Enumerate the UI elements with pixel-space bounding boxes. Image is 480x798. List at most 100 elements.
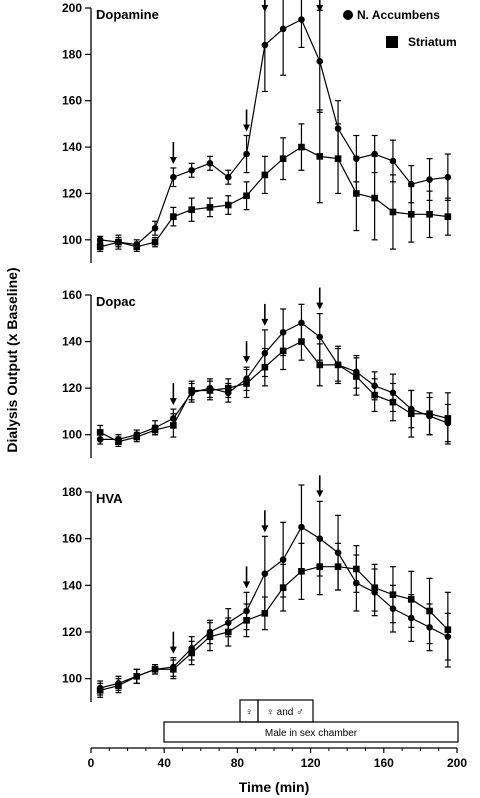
data-point-striatum (426, 410, 433, 418)
x-tick-label: 200 (447, 756, 467, 770)
event-arrow-head (169, 398, 177, 406)
y-tick-label: 140 (62, 578, 82, 592)
data-point-striatum (224, 201, 232, 209)
data-point-n-accumbens (426, 176, 433, 183)
data-point-striatum (151, 238, 159, 246)
data-point-striatum (96, 687, 104, 694)
x-axis: 0 40 80 120 160 200 (88, 747, 467, 770)
event-arrow-head (316, 5, 324, 12)
data-point-striatum (206, 387, 214, 394)
data-point-striatum (407, 596, 415, 603)
series-n-accumbens-dopamine (96, 0, 452, 250)
event-arrow-head (316, 302, 324, 310)
y-tick-label: 160 (62, 94, 82, 108)
data-point-striatum (371, 584, 378, 591)
data-point-striatum (115, 682, 122, 689)
data-point-striatum (188, 387, 195, 394)
legend: N. Accumbens Striatum (343, 8, 457, 49)
data-point-striatum (243, 617, 250, 624)
data-point-striatum (426, 211, 433, 218)
data-point-striatum (170, 422, 177, 429)
timeline-male-bar-label: Male in sex chamber (265, 728, 358, 739)
data-point-striatum (353, 190, 360, 197)
data-point-striatum (444, 415, 452, 422)
y-tick-label: 120 (62, 625, 82, 639)
timeline-male-bar (163, 721, 459, 743)
data-point-n-accumbens (96, 236, 104, 244)
timeline-female-label: ♀ (245, 707, 253, 718)
data-point-striatum (206, 633, 214, 640)
series-striatum-hva (96, 538, 452, 698)
event-arrow-head (261, 525, 269, 533)
data-point-striatum (243, 380, 250, 387)
data-point-striatum (316, 563, 324, 570)
panel-dopamine: Dopamine 100 120 140 160 180 200 (62, 0, 452, 263)
data-point-striatum (115, 238, 122, 246)
legend-label-striatum: Striatum (408, 35, 457, 49)
data-point-striatum (224, 384, 232, 392)
x-tick-label: 40 (158, 756, 172, 770)
data-point-n-accumbens (243, 150, 250, 158)
data-point-striatum (298, 338, 305, 345)
data-point-n-accumbens (279, 25, 287, 33)
event-arrow-head (169, 156, 177, 164)
series-striatum-dopac (96, 322, 452, 447)
data-point-striatum (426, 607, 433, 615)
panels-group: Dopamine 100 120 140 160 180 200 Dopac 100 120 140… (62, 0, 452, 702)
series-line-n-accumbens (100, 322, 449, 440)
data-point-striatum (407, 410, 415, 418)
data-point-striatum (170, 666, 177, 673)
data-point-striatum (353, 565, 360, 573)
data-point-striatum (279, 347, 287, 355)
data-point-striatum (261, 363, 269, 371)
data-point-striatum (115, 438, 122, 445)
event-arrow-head (261, 318, 269, 326)
legend-marker-striatum (386, 36, 398, 48)
data-point-striatum (206, 204, 214, 211)
y-tick-label: 200 (62, 1, 82, 15)
y-tick-label: 120 (62, 186, 82, 200)
y-tick-label: 120 (62, 381, 82, 395)
data-point-striatum (298, 143, 305, 151)
series-n-accumbens-hva (96, 484, 452, 696)
data-point-n-accumbens (407, 180, 415, 188)
data-point-striatum (170, 213, 177, 220)
data-point-striatum (188, 206, 195, 213)
data-point-n-accumbens (298, 523, 305, 531)
data-point-striatum (334, 563, 342, 570)
data-point-striatum (371, 194, 378, 202)
event-arrow-head (261, 5, 269, 12)
data-point-n-accumbens (261, 570, 269, 577)
x-tick-label: 120 (301, 756, 321, 770)
data-point-n-accumbens (316, 333, 324, 341)
data-point-n-accumbens (279, 556, 287, 563)
timeline-female-male-label: ♀ and ♂ (266, 707, 303, 718)
data-point-n-accumbens (188, 166, 195, 174)
data-point-striatum (96, 429, 104, 436)
data-point-striatum (261, 610, 269, 617)
panel-title-hva: HVA (96, 491, 123, 506)
series-n-accumbens-dopac (96, 303, 452, 445)
legend-marker-n-accumbens (343, 10, 353, 20)
event-arrow-head (243, 356, 251, 364)
data-point-n-accumbens (389, 157, 397, 165)
data-point-striatum (389, 208, 397, 216)
data-point-n-accumbens (298, 16, 305, 23)
panel-title-dopac: Dopac (96, 294, 136, 309)
data-point-striatum (224, 628, 232, 636)
data-point-n-accumbens (206, 160, 214, 167)
y-tick-label: 100 (62, 428, 82, 442)
data-point-striatum (279, 584, 287, 591)
data-point-striatum (151, 666, 159, 673)
data-point-n-accumbens (224, 173, 232, 181)
data-point-n-accumbens (261, 41, 269, 49)
y-tick-label: 100 (62, 233, 82, 247)
x-tick-label: 0 (88, 756, 95, 770)
data-point-striatum (279, 155, 287, 162)
data-point-n-accumbens (444, 173, 452, 181)
data-point-striatum (316, 153, 324, 160)
data-point-striatum (371, 391, 378, 399)
data-point-striatum (444, 213, 452, 220)
y-tick-label: 140 (62, 335, 82, 349)
